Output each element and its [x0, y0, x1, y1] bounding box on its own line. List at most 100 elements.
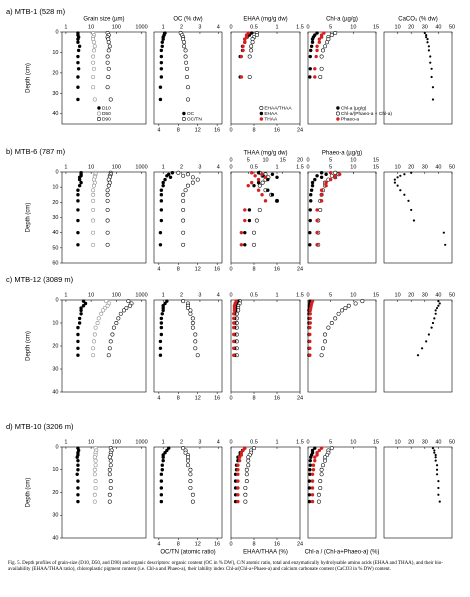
- x-tick-label: 0.5: [250, 164, 258, 170]
- data-point: [181, 230, 186, 235]
- data-point: [435, 464, 439, 467]
- data-point: [310, 486, 315, 490]
- data-point: [430, 67, 433, 70]
- data-point: [93, 485, 98, 490]
- y-tick-label: 30: [52, 215, 58, 221]
- data-point: [315, 208, 319, 212]
- data-point: [165, 448, 169, 453]
- x-tick-label: 0: [229, 292, 232, 298]
- data-point: [81, 304, 86, 308]
- legend-marker: [335, 111, 340, 116]
- data-point: [433, 451, 436, 454]
- data-point: [165, 299, 169, 303]
- data-point: [128, 303, 133, 308]
- data-point: [243, 243, 247, 247]
- data-point: [393, 178, 396, 181]
- data-point: [412, 219, 416, 222]
- data-point: [160, 468, 164, 472]
- data-point: [91, 230, 96, 235]
- data-point: [188, 485, 193, 490]
- data-point: [313, 67, 317, 71]
- data-point: [105, 207, 110, 212]
- data-point: [309, 188, 314, 192]
- x2-tick-label: 8: [252, 127, 255, 133]
- x-tick-label: 10: [395, 164, 401, 170]
- x3-axis-label: Phaeo-a (µg/g): [322, 151, 362, 157]
- data-point: [183, 188, 188, 193]
- data-point: [160, 44, 164, 49]
- data-point: [308, 468, 312, 472]
- data-point: [308, 332, 312, 337]
- panel-frame: [230, 171, 301, 264]
- data-point: [244, 479, 249, 484]
- data-point: [186, 458, 190, 463]
- data-point: [105, 192, 110, 197]
- panel-frame: [153, 299, 223, 393]
- y-tick-label: 50: [52, 245, 58, 251]
- data-point: [183, 54, 188, 59]
- data-point: [91, 192, 96, 197]
- data-point: [346, 303, 351, 308]
- data-point: [315, 48, 319, 53]
- data-point: [190, 492, 195, 497]
- x-tick-label: 40: [435, 24, 441, 30]
- x-tick-label: 2: [180, 24, 183, 30]
- data-point: [313, 458, 317, 463]
- data-point: [315, 453, 319, 457]
- legend-label: EHAA/THAA: [264, 105, 292, 111]
- legend-marker: [259, 106, 264, 110]
- x2-tick-label: 8: [252, 541, 255, 547]
- x-tick-label: 10: [350, 164, 356, 170]
- data-point: [232, 346, 236, 350]
- data-point: [181, 207, 186, 212]
- data-point: [325, 40, 330, 45]
- data-point: [159, 199, 164, 203]
- data-point: [161, 183, 165, 188]
- data-point: [315, 174, 319, 178]
- panel-frame: [153, 446, 223, 539]
- y-tick-label: 10: [52, 185, 58, 191]
- row-title: b) MTB-6 (787 m): [6, 147, 66, 156]
- x2-tick-label: 12: [195, 127, 201, 133]
- x2-tick-label: 16: [214, 266, 220, 272]
- x-tick-label: 5: [329, 164, 332, 170]
- data-point: [308, 243, 312, 247]
- data-point: [232, 325, 236, 330]
- panel-frame: [383, 171, 453, 264]
- x-tick-label: 10: [88, 164, 94, 170]
- legend-label: THAA: [264, 116, 278, 122]
- legend-label: D90: [102, 116, 111, 122]
- data-point: [310, 183, 315, 188]
- data-point: [186, 85, 190, 90]
- data-point: [159, 75, 164, 79]
- data-point: [319, 467, 324, 472]
- legend-label: D10: [102, 105, 111, 111]
- data-point: [434, 459, 437, 462]
- data-point: [396, 176, 399, 179]
- data-point: [186, 183, 190, 188]
- data-point: [252, 242, 256, 247]
- data-point: [249, 44, 254, 49]
- data-point: [328, 177, 333, 182]
- y-axis-label: Depth (cm): [26, 478, 32, 508]
- data-point: [425, 36, 428, 39]
- data-point: [433, 317, 436, 320]
- data-point: [250, 180, 254, 185]
- data-point: [319, 35, 324, 39]
- x2-tick-label: 24: [297, 541, 303, 547]
- data-point: [76, 479, 80, 483]
- data-point: [76, 75, 80, 79]
- data-point: [407, 199, 410, 202]
- data-point: [318, 479, 323, 484]
- data-point: [247, 75, 252, 79]
- data-point: [232, 332, 236, 337]
- data-point: [263, 199, 268, 203]
- data-point: [310, 180, 315, 185]
- data-point: [181, 192, 186, 197]
- data-point: [76, 346, 80, 350]
- data-point: [159, 67, 164, 71]
- x-tick-label: 1.5: [296, 439, 304, 445]
- x-tick-label: 0.5: [250, 439, 258, 445]
- x-tick-label: 1: [162, 292, 165, 298]
- data-point: [243, 492, 248, 497]
